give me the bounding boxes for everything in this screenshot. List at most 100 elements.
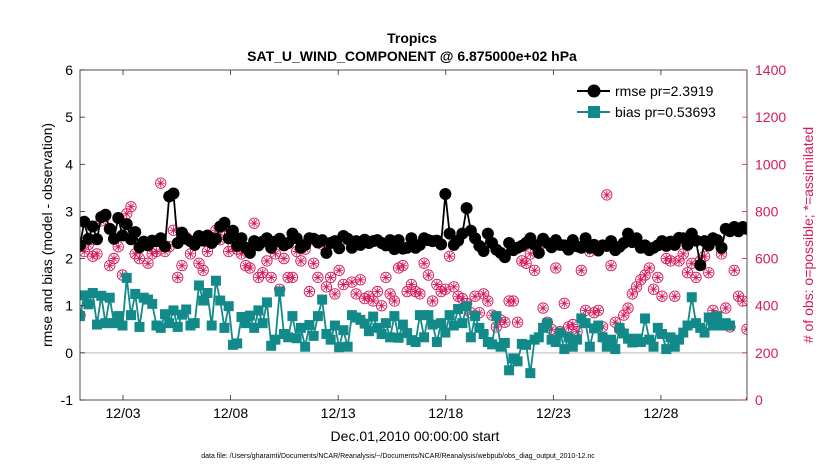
obs-possible-point	[367, 295, 379, 307]
obs-assimilated-point	[402, 287, 412, 296]
rmse-point	[498, 251, 511, 264]
obs-possible-point	[172, 271, 184, 284]
obs-assimilated-point	[415, 289, 425, 299]
obs-assimilated-point	[296, 256, 306, 266]
obs-assimilated-point	[538, 303, 548, 313]
obs-assimilated-point	[628, 289, 637, 299]
right-tick-label: 1000	[755, 156, 786, 172]
obs-assimilated-point	[237, 249, 246, 259]
obs-assimilated-point	[322, 282, 331, 292]
bias-point	[572, 334, 583, 345]
x-tick-label: 12/23	[536, 405, 571, 421]
obs-assimilated-point	[674, 256, 684, 266]
obs-possible-point	[477, 288, 490, 300]
obs-possible-point	[443, 250, 456, 262]
obs-assimilated-point	[547, 325, 556, 334]
obs-assimilated-point	[572, 327, 582, 336]
obs-assimilated-point	[305, 287, 314, 296]
bias-point	[393, 332, 404, 343]
legend-bias-label: bias pr=0.53693	[615, 104, 716, 120]
rmse-point	[477, 245, 490, 258]
obs-possible-point	[244, 262, 256, 274]
bias-point	[172, 321, 183, 332]
obs-assimilated-point	[249, 219, 259, 228]
bias-point	[210, 275, 221, 286]
obs-assimilated-point	[611, 318, 620, 327]
obs-possible-point	[618, 309, 630, 321]
obs-assimilated-point	[194, 259, 204, 268]
obs-assimilated-point	[266, 273, 276, 282]
bias-point	[334, 342, 345, 353]
obs-possible-point	[104, 259, 116, 272]
obs-possible-point	[257, 267, 269, 279]
rmse-point	[86, 220, 99, 233]
bias-point	[338, 325, 349, 336]
bias-point	[703, 312, 714, 323]
obs-possible-point	[337, 278, 350, 291]
obs-possible-point	[375, 300, 388, 312]
obs-assimilated-point	[177, 261, 187, 270]
x-tick-label: 12/13	[321, 405, 356, 421]
bias-point	[198, 295, 209, 306]
bias-point	[359, 318, 370, 329]
obs-possible-point	[511, 316, 524, 328]
obs-assimilated-point	[734, 292, 743, 301]
obs-assimilated-point	[173, 273, 182, 282]
obs-assimilated-point	[679, 249, 688, 259]
bias-point	[440, 327, 451, 338]
obs-possible-point	[265, 271, 277, 284]
bias-point	[385, 332, 396, 343]
obs-assimilated-point	[122, 209, 131, 218]
bias-point	[640, 313, 651, 324]
obs-assimilated-point	[309, 259, 318, 268]
obs-assimilated-point	[347, 277, 357, 287]
obs-assimilated-point	[504, 296, 514, 306]
obs-possible-point	[499, 316, 511, 328]
obs-assimilated-point	[517, 256, 527, 266]
bias-point	[563, 332, 574, 343]
obs-possible-point	[414, 288, 426, 300]
right-tick-label: 1200	[755, 109, 786, 125]
bias-point	[682, 320, 693, 331]
obs-assimilated-point	[92, 249, 102, 259]
obs-assimilated-point	[411, 287, 420, 296]
obs-possible-point	[431, 278, 443, 291]
rmse-point	[90, 233, 103, 246]
footnote: data file: /Users/gharamti/Documents/NCA…	[201, 453, 595, 460]
obs-possible-point	[681, 267, 694, 279]
obs-possible-point	[248, 217, 260, 229]
obs-assimilated-point	[364, 292, 374, 301]
obs-assimilated-point	[666, 256, 675, 266]
obs-possible-point	[354, 274, 367, 286]
obs-assimilated-point	[135, 254, 144, 263]
obs-possible-point	[193, 257, 205, 269]
bias-point	[244, 310, 255, 321]
rmse-point	[112, 212, 125, 225]
obs-assimilated-point	[356, 275, 365, 284]
rmse-point	[243, 246, 256, 259]
x-tick-label: 12/18	[428, 405, 463, 421]
bias-point	[287, 311, 298, 322]
obs-assimilated-point	[589, 308, 599, 317]
rmse-point	[129, 226, 142, 239]
bias-point	[283, 332, 294, 343]
obs-possible-point	[155, 177, 167, 189]
obs-assimilated-point	[521, 259, 531, 268]
obs-assimilated-point	[513, 318, 522, 327]
obs-assimilated-point	[407, 280, 416, 289]
obs-assimilated-point	[394, 263, 403, 273]
obs-assimilated-point	[224, 247, 233, 256]
bias-point	[618, 328, 629, 339]
obs-assimilated-point	[721, 303, 730, 313]
obs-assimilated-point	[203, 247, 212, 256]
rmse-point	[333, 242, 346, 255]
bias-point	[295, 322, 306, 333]
bias-point	[397, 319, 408, 330]
rmse-point	[82, 232, 95, 245]
bias-point	[91, 319, 102, 330]
obs-assimilated-point	[636, 275, 645, 284]
rmse-point	[120, 218, 133, 231]
obs-assimilated-point	[691, 273, 701, 282]
obs-possible-point	[197, 264, 209, 277]
bias-point	[699, 327, 710, 338]
